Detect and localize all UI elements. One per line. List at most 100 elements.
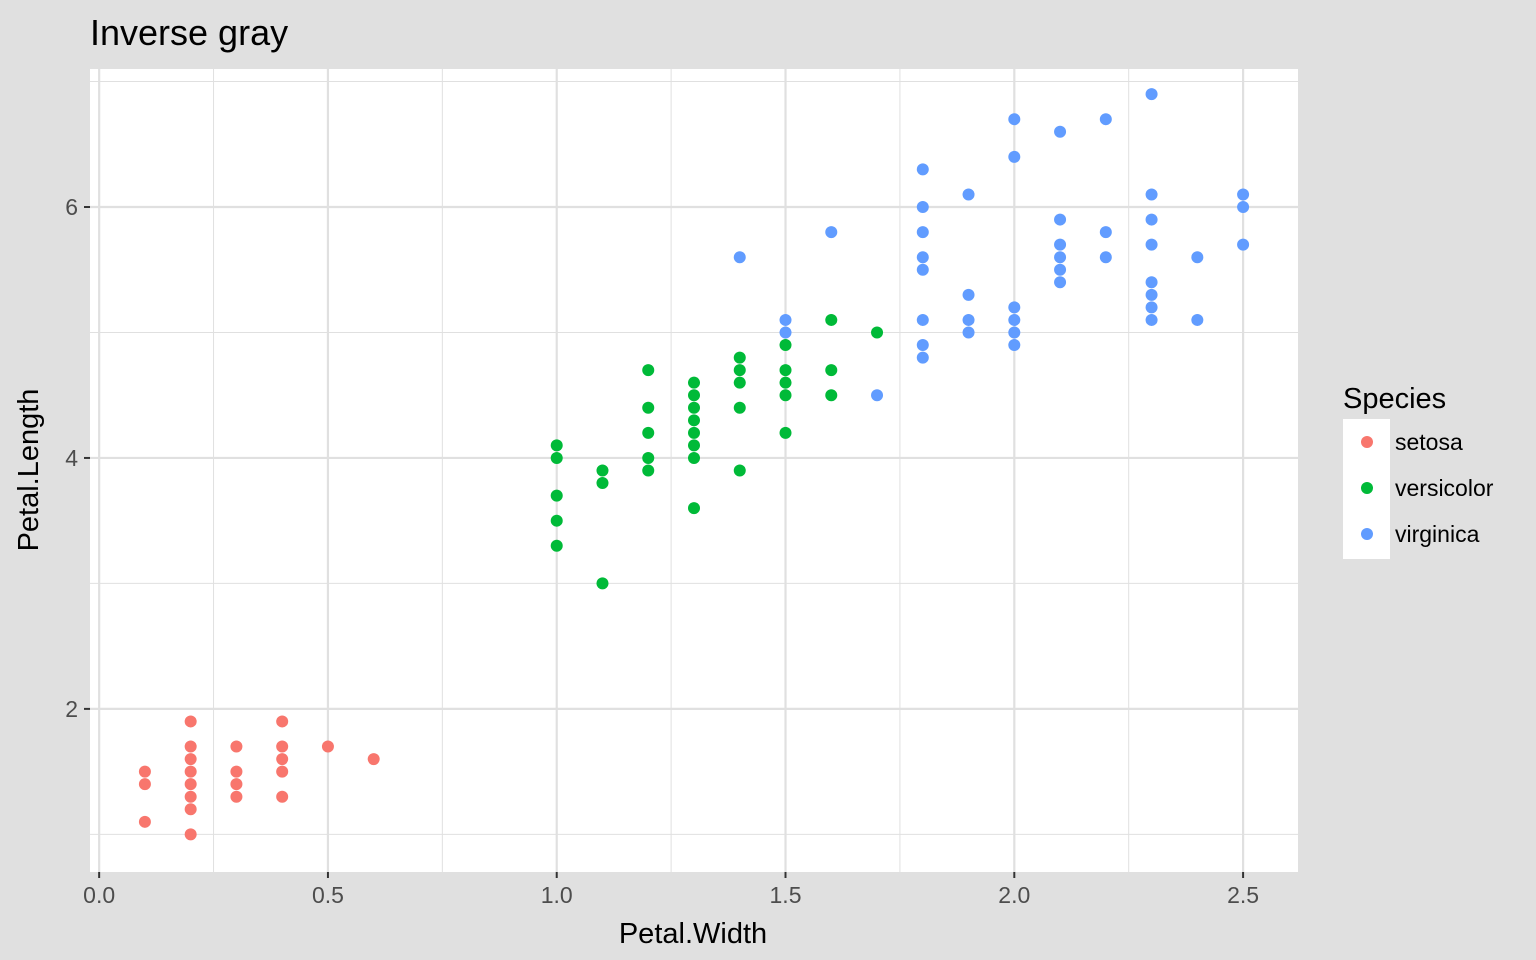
minor-gridlines <box>90 69 1298 872</box>
data-point-setosa <box>138 765 151 778</box>
data-point-virginica <box>1145 238 1158 251</box>
data-point-virginica <box>1054 251 1067 264</box>
data-point-versicolor <box>596 477 609 490</box>
data-point-setosa <box>184 778 197 791</box>
data-point-versicolor <box>688 414 700 427</box>
data-point-virginica <box>962 188 975 201</box>
legend-label-setosa: setosa <box>1395 429 1463 455</box>
data-point-setosa <box>184 803 197 816</box>
data-point-setosa <box>321 740 334 753</box>
data-point-versicolor <box>779 376 792 389</box>
data-point-versicolor <box>688 426 700 439</box>
legend-title: Species <box>1343 383 1446 415</box>
data-point-virginica <box>916 313 929 326</box>
data-point-versicolor <box>688 376 700 389</box>
data-point-virginica <box>1054 125 1067 138</box>
data-point-versicolor <box>825 364 838 377</box>
data-point-virginica <box>1008 339 1021 352</box>
data-point-setosa <box>230 765 243 778</box>
data-point-setosa <box>184 753 197 766</box>
data-point-virginica <box>1099 226 1112 239</box>
x-tick-label: 0.5 <box>312 882 344 908</box>
y-tick-label: 6 <box>65 194 78 220</box>
data-point-versicolor <box>779 339 792 352</box>
data-point-virginica <box>825 226 838 239</box>
x-tick-label: 1.5 <box>770 882 802 908</box>
data-point-virginica <box>916 201 929 214</box>
data-point-virginica <box>916 226 929 239</box>
data-point-versicolor <box>550 539 563 552</box>
data-point-virginica <box>779 326 792 339</box>
data-point-setosa <box>276 740 289 753</box>
data-point-setosa <box>138 815 151 828</box>
data-point-versicolor <box>642 451 655 464</box>
data-point-virginica <box>962 313 975 326</box>
data-point-virginica <box>1099 251 1112 264</box>
y-tick-labels: 2 4 6 <box>65 194 78 722</box>
data-point-virginica <box>871 389 884 402</box>
y-axis-title: Petal.Length <box>13 389 45 552</box>
data-point-virginica <box>1191 313 1204 326</box>
data-point-virginica <box>1237 188 1250 201</box>
data-point-setosa <box>276 753 289 766</box>
data-point-setosa <box>276 790 289 803</box>
data-point-virginica <box>1145 288 1158 301</box>
data-point-virginica <box>1008 313 1021 326</box>
data-point-virginica <box>1145 88 1158 101</box>
data-point-versicolor <box>642 401 655 414</box>
data-point-versicolor <box>550 451 563 464</box>
data-point-virginica <box>733 251 746 264</box>
data-point-versicolor <box>688 451 700 464</box>
data-point-versicolor <box>688 401 700 414</box>
data-point-versicolor <box>596 464 609 477</box>
data-point-virginica <box>916 263 929 276</box>
data-point-setosa <box>184 765 197 778</box>
data-point-versicolor <box>779 364 792 377</box>
data-point-virginica <box>1008 113 1021 126</box>
data-point-versicolor <box>733 364 746 377</box>
data-point-virginica <box>1237 201 1250 214</box>
x-tick-label: 2.0 <box>998 882 1030 908</box>
data-point-versicolor <box>779 426 792 439</box>
data-point-setosa <box>184 828 197 841</box>
data-point-versicolor <box>550 439 563 452</box>
data-point-setosa <box>138 778 151 791</box>
data-point-setosa <box>230 740 243 753</box>
data-point-virginica <box>1008 326 1021 339</box>
chart-title: Inverse gray <box>90 12 288 53</box>
data-point-virginica <box>779 313 792 326</box>
data-point-virginica <box>1008 301 1021 314</box>
data-points <box>138 88 1250 841</box>
data-point-versicolor <box>642 364 655 377</box>
data-point-versicolor <box>733 401 746 414</box>
data-point-setosa <box>184 740 197 753</box>
data-point-virginica <box>962 288 975 301</box>
data-point-setosa <box>276 765 289 778</box>
y-tick-label: 4 <box>65 445 78 471</box>
data-point-virginica <box>916 339 929 352</box>
data-point-setosa <box>367 753 380 766</box>
data-point-versicolor <box>825 389 838 402</box>
x-tick-label: 1.0 <box>541 882 573 908</box>
data-point-versicolor <box>550 514 563 527</box>
data-point-virginica <box>1145 276 1158 289</box>
data-point-virginica <box>1145 313 1158 326</box>
data-point-versicolor <box>596 577 609 590</box>
data-point-versicolor <box>871 326 884 339</box>
data-point-virginica <box>1054 238 1067 251</box>
y-tick-label: 2 <box>65 696 78 722</box>
data-point-versicolor <box>642 464 655 477</box>
data-point-setosa <box>230 778 243 791</box>
data-point-virginica <box>1054 276 1067 289</box>
plot-panel <box>90 69 1298 872</box>
x-tick-label: 0.0 <box>83 882 115 908</box>
x-axis-title: Petal.Width <box>619 918 767 950</box>
data-point-virginica <box>1145 301 1158 314</box>
legend-label-virginica: virginica <box>1395 521 1480 547</box>
legend-key-versicolor <box>1361 482 1373 494</box>
data-point-virginica <box>1008 150 1021 163</box>
x-tick-label: 2.5 <box>1227 882 1259 908</box>
data-point-virginica <box>1099 113 1112 126</box>
data-point-versicolor <box>550 489 563 502</box>
